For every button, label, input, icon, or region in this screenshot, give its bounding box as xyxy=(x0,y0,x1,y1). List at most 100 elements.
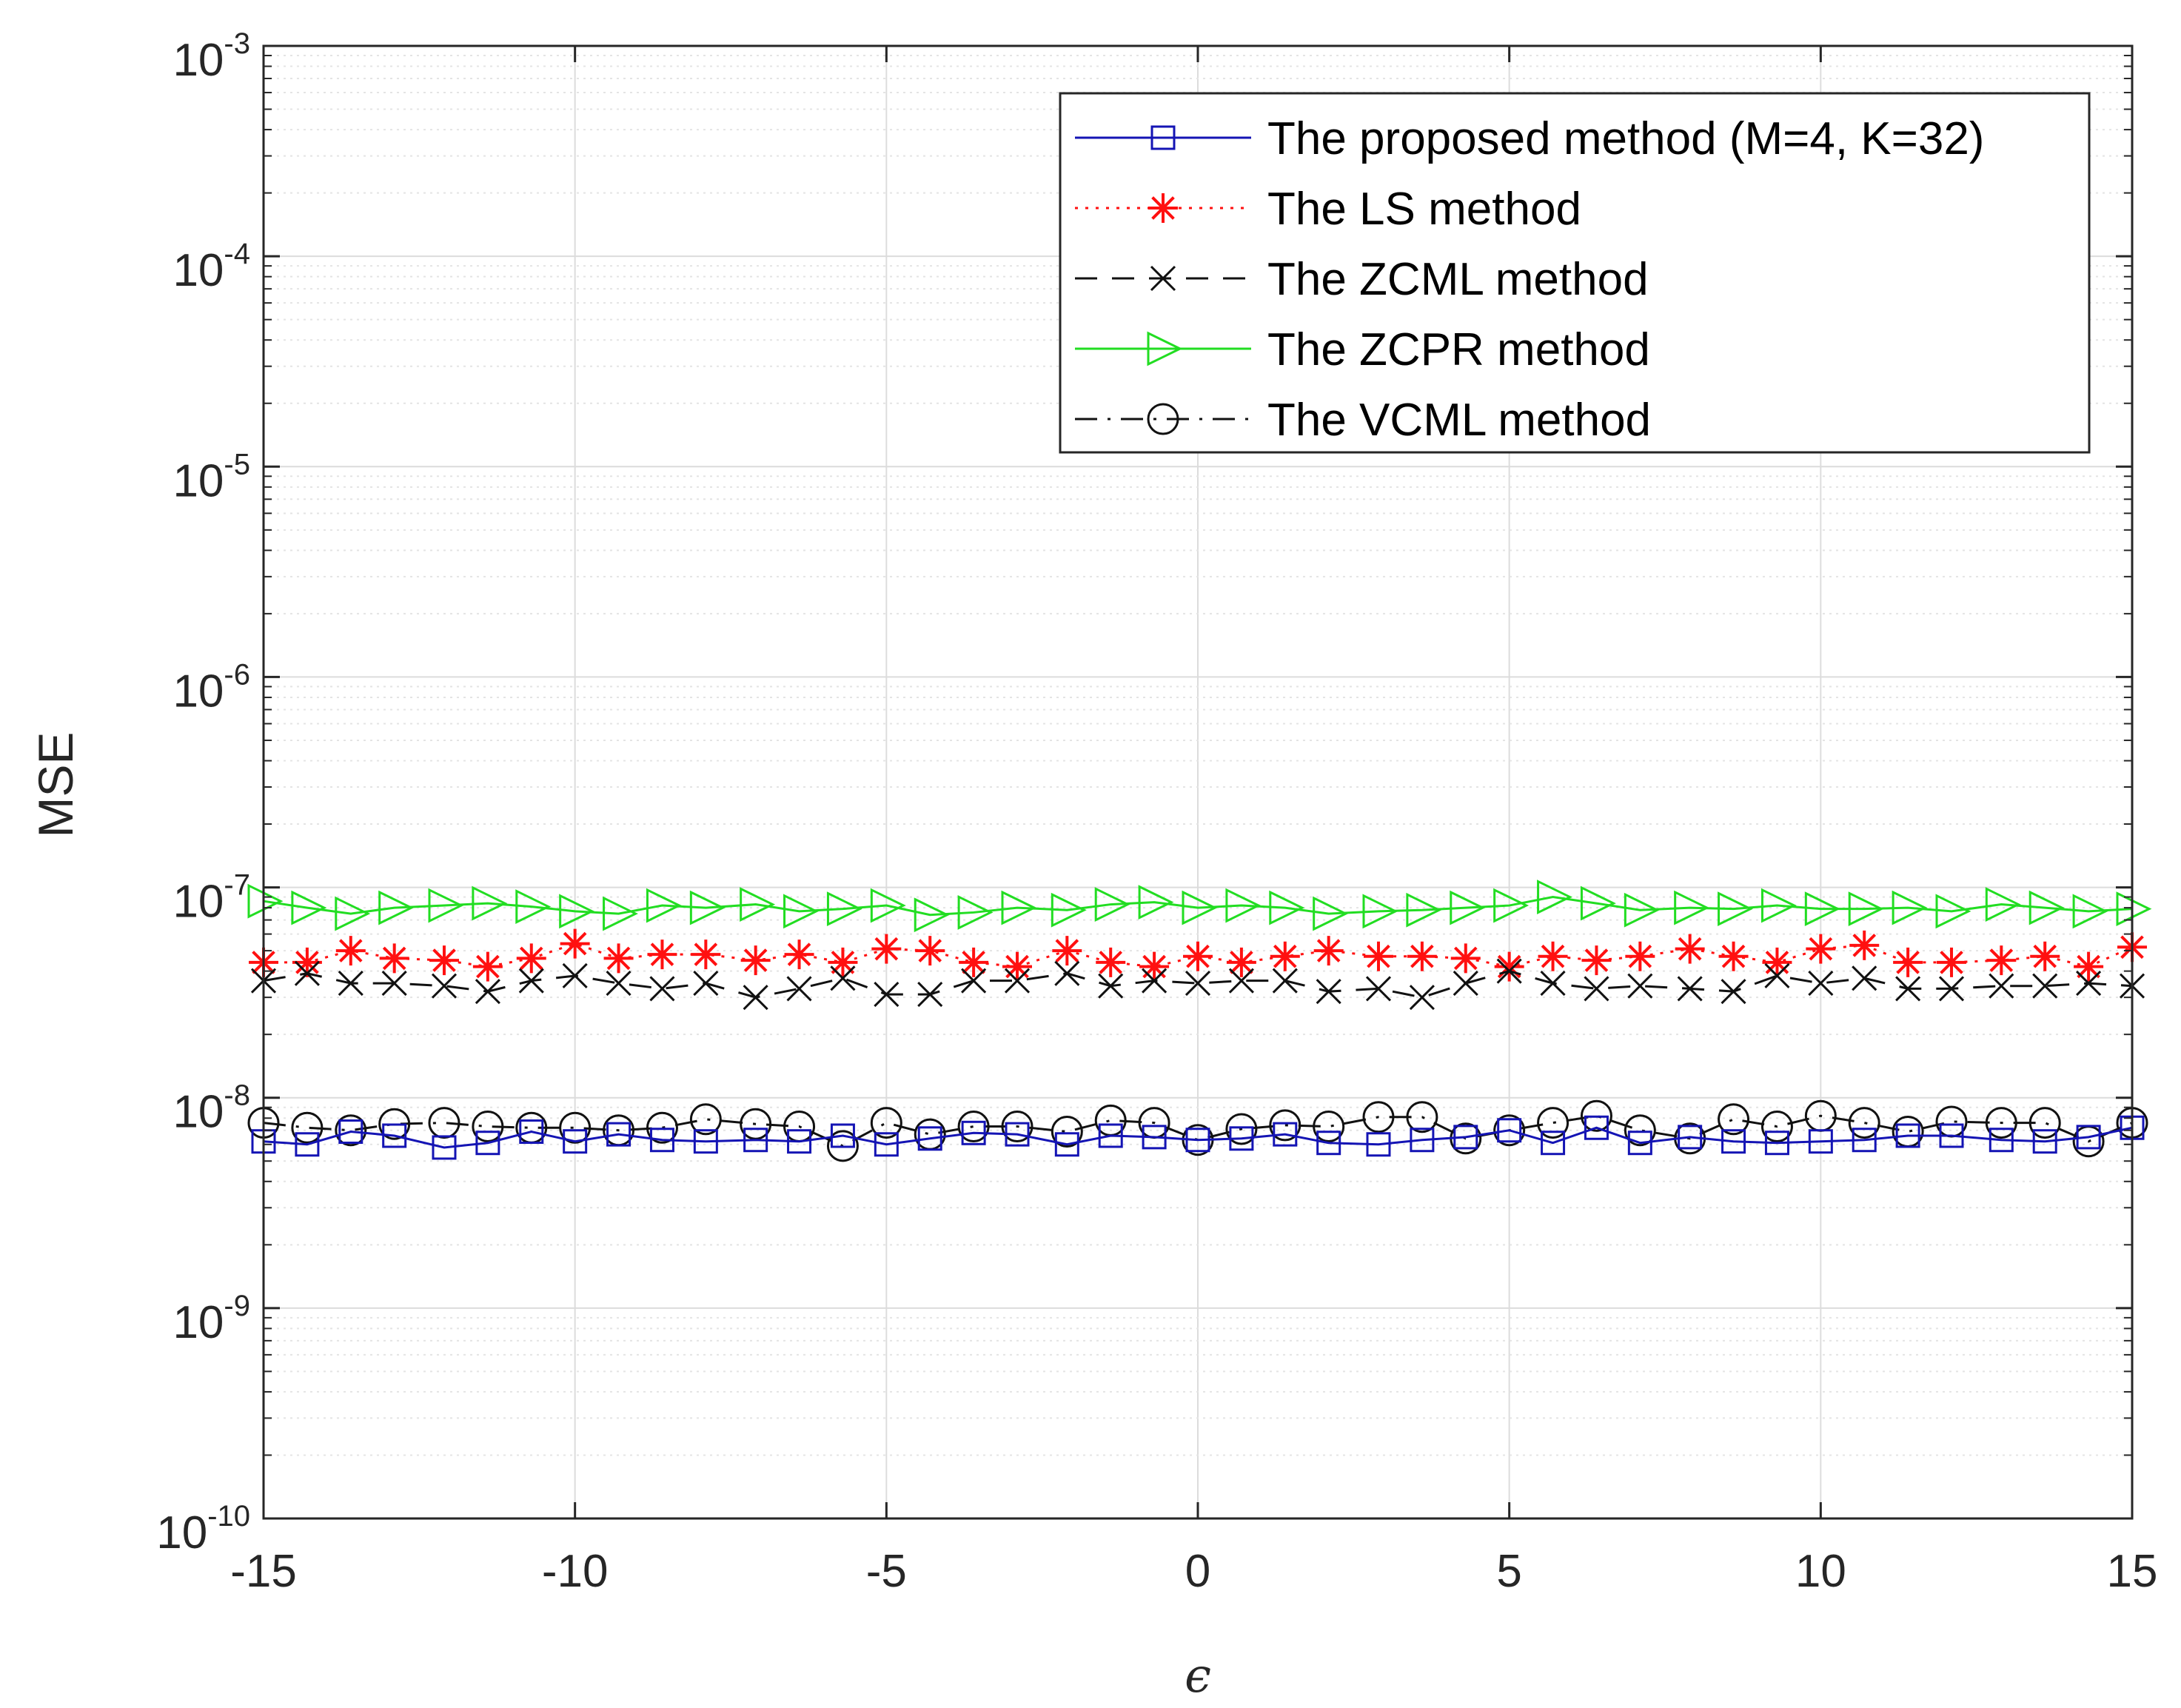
data-point xyxy=(1139,951,1170,982)
data-point xyxy=(1895,976,1921,1002)
data-point xyxy=(1624,1114,1656,1147)
data-point xyxy=(646,1111,678,1144)
data-point xyxy=(1718,941,1749,971)
data-point xyxy=(1760,888,1797,923)
data-point xyxy=(1718,891,1753,927)
data-point xyxy=(379,943,409,974)
data-point xyxy=(1098,1123,1123,1148)
legend-label: The LS method xyxy=(1267,184,1581,235)
data-point xyxy=(1051,1116,1083,1148)
data-point xyxy=(1625,941,1655,971)
data-point xyxy=(1893,947,1923,977)
x-axis-label: ϵ xyxy=(1185,1649,1211,1704)
data-point xyxy=(1804,891,1840,927)
data-point xyxy=(693,971,719,997)
data-point xyxy=(1540,971,1566,997)
data-point xyxy=(830,965,856,991)
data-point xyxy=(1986,945,2017,976)
data-point xyxy=(472,1111,504,1143)
y-tick-exponent: -7 xyxy=(224,869,250,902)
data-point xyxy=(1225,1113,1258,1145)
data-point xyxy=(1537,880,1572,914)
x-tick-labels: -15 -10 -5 0 5 10 15 xyxy=(230,1546,2157,1597)
data-point xyxy=(1450,890,1486,925)
data-point xyxy=(917,1126,942,1151)
data-point xyxy=(874,982,899,1008)
legend-entry: The ZCML method xyxy=(1075,254,1649,305)
data-point xyxy=(691,940,721,970)
data-point xyxy=(871,934,902,964)
data-point xyxy=(1497,1118,1522,1143)
y-tick-label: 10-9 xyxy=(172,1290,250,1348)
axis-ticks xyxy=(262,44,2134,1520)
data-point xyxy=(740,1108,772,1140)
data-point xyxy=(1935,894,1971,929)
data-point xyxy=(826,891,862,927)
data-point xyxy=(1005,1122,1030,1147)
data-point xyxy=(1316,979,1341,1005)
data-point xyxy=(428,1107,460,1139)
data-point xyxy=(647,940,677,970)
data-point xyxy=(2076,1125,2101,1150)
data-point xyxy=(335,1114,367,1147)
data-point xyxy=(1182,890,1218,925)
data-point xyxy=(1363,941,1393,971)
data-point xyxy=(2030,941,2060,971)
data-point xyxy=(338,1119,364,1145)
data-point xyxy=(1094,887,1130,922)
y-tick-base: 10 xyxy=(156,1507,207,1558)
y-tick-exponent: -3 xyxy=(224,27,250,60)
data-point xyxy=(1362,894,1398,929)
data-point xyxy=(874,1132,899,1157)
y-tick-exponent: -8 xyxy=(224,1079,250,1112)
data-point xyxy=(1316,1131,1341,1156)
data-point xyxy=(431,973,458,999)
legend: The proposed method (M=4, K=32) The LS me… xyxy=(1059,92,2091,454)
data-point xyxy=(1228,968,1254,994)
data-point xyxy=(603,943,634,974)
series-line xyxy=(263,896,2133,917)
y-tick-label: 10-7 xyxy=(172,869,250,928)
data-point xyxy=(562,962,588,989)
data-point xyxy=(1313,896,1349,931)
data-point xyxy=(1407,941,1437,971)
data-point xyxy=(1808,971,1834,997)
data-point xyxy=(1581,945,1612,976)
data-point xyxy=(1362,1101,1395,1133)
data-point xyxy=(959,947,989,977)
data-point xyxy=(1406,1101,1438,1133)
data-point xyxy=(1584,976,1609,1002)
data-point xyxy=(1269,890,1305,925)
data-point xyxy=(1580,1099,1612,1132)
data-point xyxy=(957,1111,990,1143)
data-point xyxy=(1808,1129,1833,1154)
data-point xyxy=(518,968,544,994)
data-point xyxy=(472,885,508,921)
data-point xyxy=(1538,941,1568,971)
data-point xyxy=(1001,1111,1033,1143)
data-point xyxy=(689,890,726,925)
x-tick-label: 15 xyxy=(2107,1546,2158,1597)
data-point xyxy=(1453,1125,1478,1150)
y-tick-label: 10-6 xyxy=(172,658,250,717)
series-the-zcpr-method xyxy=(247,880,2152,933)
data-point xyxy=(743,1128,768,1153)
data-point xyxy=(1627,973,1653,999)
data-point xyxy=(1450,943,1481,974)
data-point xyxy=(784,940,814,970)
data-point xyxy=(740,887,776,922)
data-point xyxy=(432,1135,457,1160)
data-point xyxy=(1496,958,1522,984)
data-point xyxy=(830,1123,855,1148)
data-point xyxy=(1229,1126,1254,1151)
data-point xyxy=(1098,973,1124,999)
data-point xyxy=(786,976,812,1002)
data-point xyxy=(870,888,906,923)
data-point xyxy=(1493,888,1530,923)
data-point xyxy=(1052,936,1082,966)
data-point xyxy=(646,888,682,923)
data-point xyxy=(1226,947,1256,977)
data-point xyxy=(1764,1131,1789,1156)
y-tick-base: 10 xyxy=(172,455,224,506)
series-the-vcml-method xyxy=(247,1099,2148,1162)
